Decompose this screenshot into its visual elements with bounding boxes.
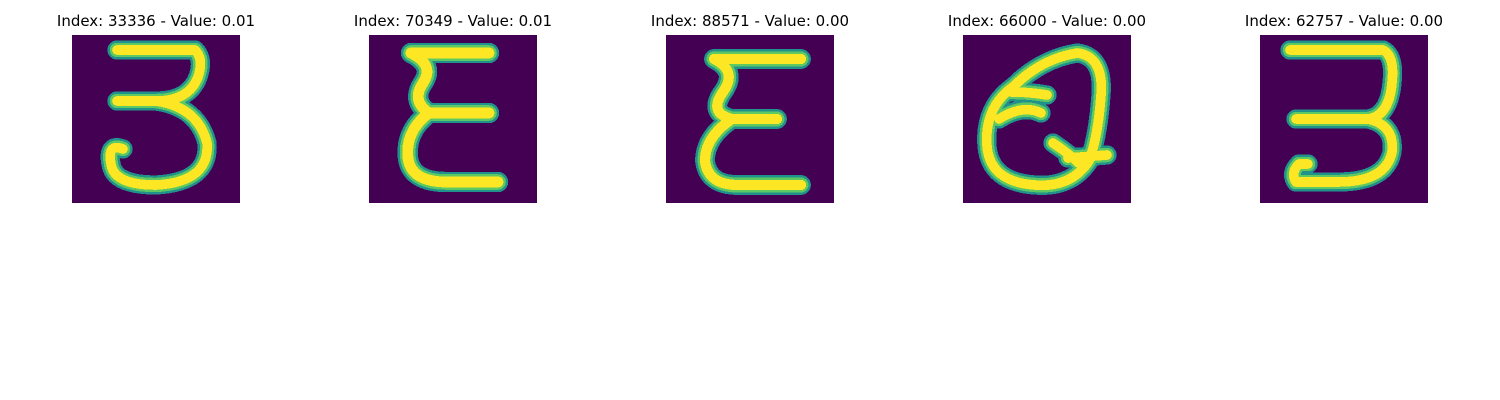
panel-title: Index: 66000 - Value: 0.00	[947, 12, 1147, 30]
digit-image	[666, 35, 834, 203]
image-panel-3: Index: 88571 - Value: 0.00	[600, 0, 900, 210]
digit-image	[72, 35, 240, 203]
image-panel-1: Index: 33336 - Value: 0.01	[6, 0, 306, 210]
image-panel-2: Index: 70349 - Value: 0.01	[303, 0, 603, 210]
panel-title: Index: 88571 - Value: 0.00	[650, 12, 850, 30]
digit-image	[1260, 35, 1428, 203]
digit-image	[369, 35, 537, 203]
digit-image	[963, 35, 1131, 203]
panel-title: Index: 62757 - Value: 0.00	[1244, 12, 1444, 30]
image-panel-5: Index: 62757 - Value: 0.00	[1194, 0, 1494, 210]
image-panel-4: Index: 66000 - Value: 0.00	[897, 0, 1197, 210]
panel-title: Index: 33336 - Value: 0.01	[56, 12, 256, 30]
panel-title: Index: 70349 - Value: 0.01	[353, 12, 553, 30]
